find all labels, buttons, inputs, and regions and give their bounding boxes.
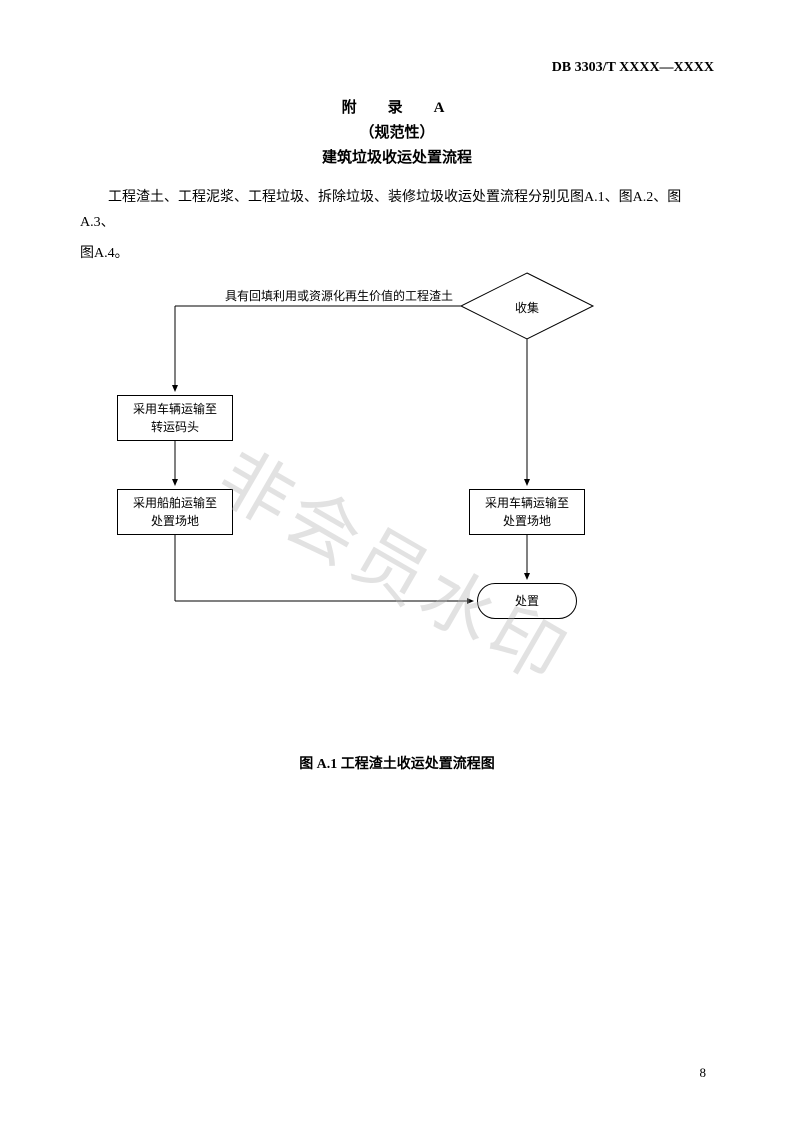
body-text-line2: 图A.4。 [80, 241, 714, 266]
page-number: 8 [700, 1065, 707, 1081]
document-page: DB 3303/T XXXX—XXXX 附 录 A （规范性） 建筑垃圾收运处置… [0, 0, 794, 1123]
document-code: DB 3303/T XXXX—XXXX [80, 60, 714, 76]
figure-caption: 图 A.1 工程渣土收运处置流程图 [80, 753, 714, 773]
flowchart-connectors [117, 283, 677, 663]
appendix-title: 附 录 A [80, 96, 714, 117]
body-text-line1: 工程渣土、工程泥浆、工程垃圾、拆除垃圾、装修垃圾收运处置流程分别见图A.1、图A… [80, 185, 714, 235]
flowchart: 具有回填利用或资源化再生价值的工程渣土 收集 采用车辆运输至 转运码头 采用船舶… [117, 283, 677, 663]
appendix-subtitle: （规范性） [80, 121, 714, 142]
appendix-main-title: 建筑垃圾收运处置流程 [80, 146, 714, 167]
